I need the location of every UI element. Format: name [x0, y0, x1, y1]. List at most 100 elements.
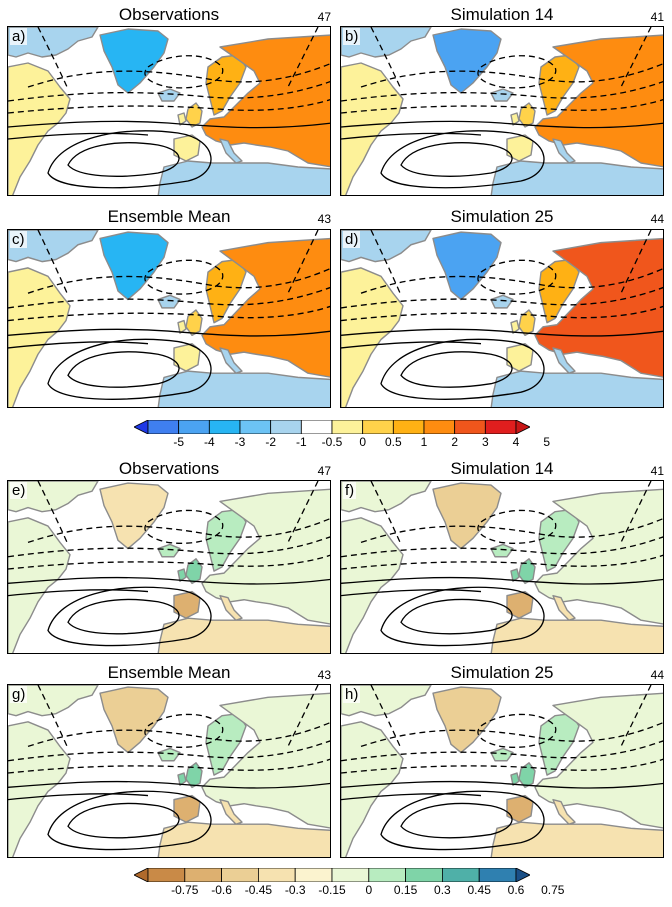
panel-label: d) — [343, 231, 361, 248]
contour-dashed-3 — [341, 758, 663, 774]
colorbar-segment — [258, 867, 296, 883]
land-canadaArctic — [8, 481, 99, 513]
contour-solid-1 — [380, 130, 545, 189]
land-italy — [552, 594, 576, 621]
panel-label: e) — [10, 482, 28, 499]
land-canadaArctic — [341, 481, 432, 513]
land-canadaArctic — [8, 685, 99, 717]
contour-solid-2 — [8, 328, 330, 337]
land-africa — [490, 160, 663, 195]
panel-label: g) — [10, 686, 28, 703]
panel-e: Observations 47 e) — [5, 456, 333, 656]
land-greenland — [99, 231, 169, 301]
colorbar-segment — [300, 419, 333, 435]
land-canadaArctic — [341, 685, 432, 717]
land-canadaArctic — [8, 27, 99, 58]
contour-dashed-1 — [360, 268, 663, 294]
colorbar-tick-label: 0 — [365, 883, 373, 897]
map-precipitation: g) — [7, 684, 331, 858]
contour-solid-0 — [67, 802, 180, 839]
panel-label: f) — [343, 482, 357, 499]
colorbar-segment — [270, 419, 302, 435]
land-iberia — [173, 590, 201, 619]
contour-dashed-4 — [370, 481, 402, 545]
contour-dashed-3 — [341, 554, 663, 570]
contour-dashed-1 — [27, 63, 330, 88]
contour-solid-3 — [8, 341, 149, 349]
land-northAmerica — [8, 721, 71, 857]
colorbar-segment — [331, 867, 370, 883]
panel-count: 41 — [650, 10, 664, 24]
contour-dashed-0 — [477, 713, 557, 748]
contour-dashed-2 — [341, 80, 663, 102]
land-iceland — [490, 294, 514, 309]
colorbar-tick-label: -0.45 — [244, 883, 273, 897]
contour-dashed-1 — [360, 517, 663, 544]
colorbar-precipitation: -0.75 -0.6 -0.45 -0.3 -0.15 0 0.15 0.3 0.45 0.6 0.… — [133, 867, 564, 902]
land-iceland — [157, 294, 181, 309]
land-africa — [157, 370, 330, 407]
land-northAmerica — [8, 517, 71, 653]
colorbar-segment — [331, 419, 364, 435]
colorbar-tick-label: 0.5 — [384, 435, 402, 449]
land-greenland — [432, 28, 502, 94]
contour-solid-2 — [341, 328, 663, 337]
land-iberia — [173, 794, 201, 823]
panel-title: Simulation 14 — [450, 459, 554, 478]
land-northAmerica — [341, 62, 404, 195]
contour-dashed-5 — [287, 685, 319, 747]
contour-dashed-3 — [341, 305, 663, 322]
contour-solid-1 — [380, 338, 545, 400]
colorbar-segment — [423, 419, 456, 435]
contour-dashed-3 — [341, 98, 663, 114]
map-precipitation: h) — [340, 684, 664, 858]
colorbar-segment — [178, 419, 210, 435]
colorbar-tick-label: 0 — [359, 435, 366, 449]
land-iberia — [506, 134, 534, 162]
contour-solid-1 — [47, 586, 212, 647]
land-northAmerica — [341, 267, 404, 407]
colorbar-left-arrow — [133, 419, 149, 435]
land-africa — [157, 160, 330, 195]
colorbar-right-arrow — [515, 867, 531, 883]
map-precipitation: e) — [7, 480, 331, 654]
contour-dashed-0 — [477, 55, 557, 89]
colorbar-segment — [147, 867, 186, 883]
land-africa — [490, 821, 663, 857]
colorbar-tick-label: 1 — [420, 435, 428, 449]
contour-solid-2 — [8, 576, 330, 585]
land-italy — [219, 798, 243, 825]
panel-title: Observations — [118, 459, 220, 478]
land-greenland — [432, 686, 502, 754]
colorbar-tick-label: -0.6 — [211, 883, 232, 897]
panel-d: Simulation 25 44 d) — [338, 202, 666, 410]
colorbar-tick-label: 0.75 — [541, 883, 565, 897]
land-italy — [219, 347, 243, 374]
land-greenland — [99, 686, 169, 754]
contour-dashed-3 — [8, 758, 330, 774]
colorbar-tick-label: 4 — [512, 435, 520, 449]
contour-dashed-4 — [37, 230, 69, 296]
contour-solid-1 — [47, 338, 212, 400]
contour-dashed-1 — [360, 721, 663, 748]
contour-dashed-2 — [341, 536, 663, 558]
land-italy — [552, 347, 576, 374]
contour-solid-3 — [341, 793, 482, 801]
contour-dashed-1 — [27, 268, 330, 294]
map-temperature: c) — [7, 229, 331, 408]
land-iberia — [506, 342, 534, 372]
land-iceland — [157, 88, 181, 102]
land-africa — [157, 821, 330, 857]
panel-count: 47 — [317, 464, 331, 478]
contour-solid-1 — [47, 790, 212, 851]
contour-dashed-0 — [477, 259, 557, 295]
land-canadaArctic — [341, 230, 432, 263]
contour-solid-0 — [67, 598, 180, 635]
land-canadaArctic — [341, 27, 432, 58]
contour-solid-3 — [341, 341, 482, 349]
land-iceland — [490, 747, 514, 762]
panel-title: Observations — [118, 5, 220, 24]
contour-dashed-3 — [8, 98, 330, 114]
contour-dashed-2 — [8, 80, 330, 102]
contour-solid-1 — [380, 790, 545, 851]
